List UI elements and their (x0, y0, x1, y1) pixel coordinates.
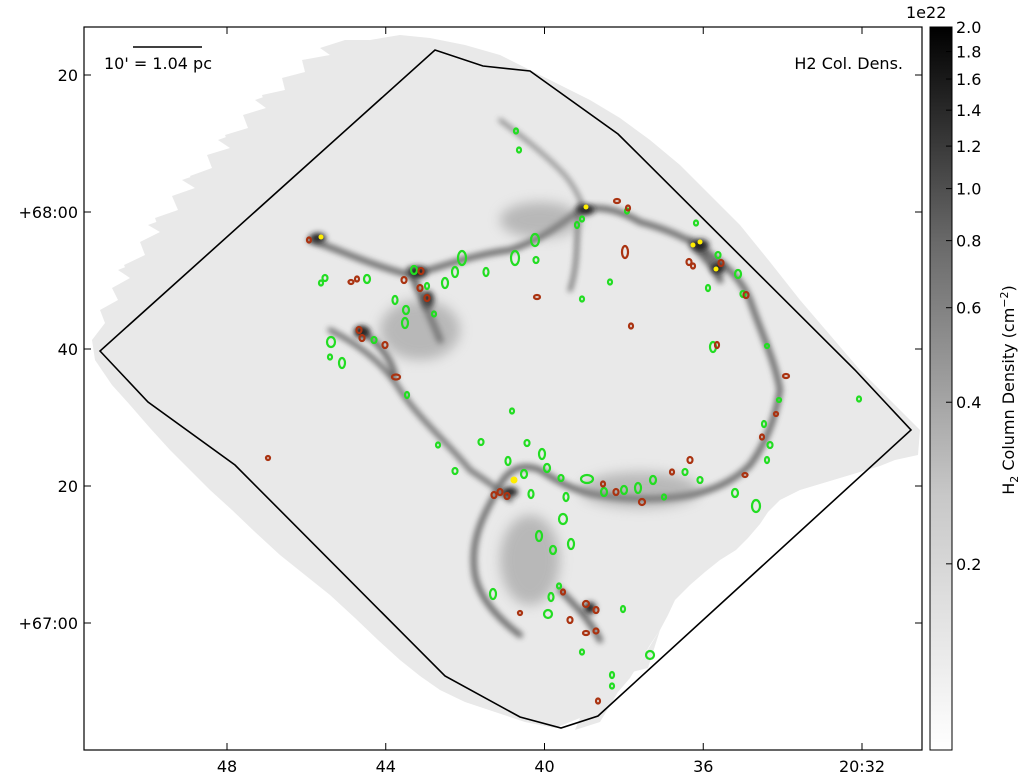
colorbar-ticks: 2.0 1.8 1.6 1.4 1.2 1.0 0.8 0.6 0.4 0.2 (946, 18, 981, 574)
colorbar-tick-label-8: 0.4 (956, 393, 981, 412)
x-tick-label-3: 36 (693, 757, 713, 776)
colorbar-tick-label-9: 0.2 (956, 555, 981, 574)
colorbar-label: H2 Column Density (cm−2) (998, 285, 1021, 494)
colorbar-multiplier: 1e22 (906, 3, 946, 22)
y-tick-label-1: +68:00 (18, 203, 78, 222)
y-axis: 20 +68:00 40 20 +67:00 (18, 66, 922, 633)
x-tick-label-2: 40 (534, 757, 554, 776)
red-sources (264, 197, 791, 705)
x-tick-label-1: 44 (376, 757, 396, 776)
x-tick-label-0: 48 (217, 757, 237, 776)
colorbar-tick-label-5: 1.0 (956, 180, 981, 199)
map-label: H2 Col. Dens. (794, 54, 903, 73)
scale-bar-label: 10' = 1.04 pc (104, 54, 212, 73)
y-tick-label-3: 20 (58, 477, 78, 496)
diffuse-emission (380, 202, 700, 605)
survey-boundary (98, 49, 913, 729)
y-tick-label-2: 40 (58, 340, 78, 359)
colorbar (929, 26, 953, 751)
yellow-sources (318, 204, 719, 484)
map-coverage (92, 35, 920, 728)
x-axis: 48 44 40 36 20:32 (217, 27, 885, 776)
colorbar-tick-label-3: 1.4 (956, 101, 981, 120)
map-area (92, 35, 920, 730)
colorbar-tick-label-6: 0.8 (956, 232, 981, 251)
y-tick-label-4: +67:00 (18, 614, 78, 633)
green-sources (317, 127, 863, 690)
colorbar-tick-label-0: 2.0 (956, 18, 981, 37)
y-tick-label-0: 20 (58, 66, 78, 85)
colorbar-tick-label-1: 1.8 (956, 43, 981, 62)
colorbar-tick-label-7: 0.6 (956, 299, 981, 318)
colorbar-tick-label-4: 1.2 (956, 137, 981, 156)
colorbar-tick-label-2: 1.6 (956, 70, 981, 89)
x-tick-label-4: 20:32 (839, 757, 885, 776)
